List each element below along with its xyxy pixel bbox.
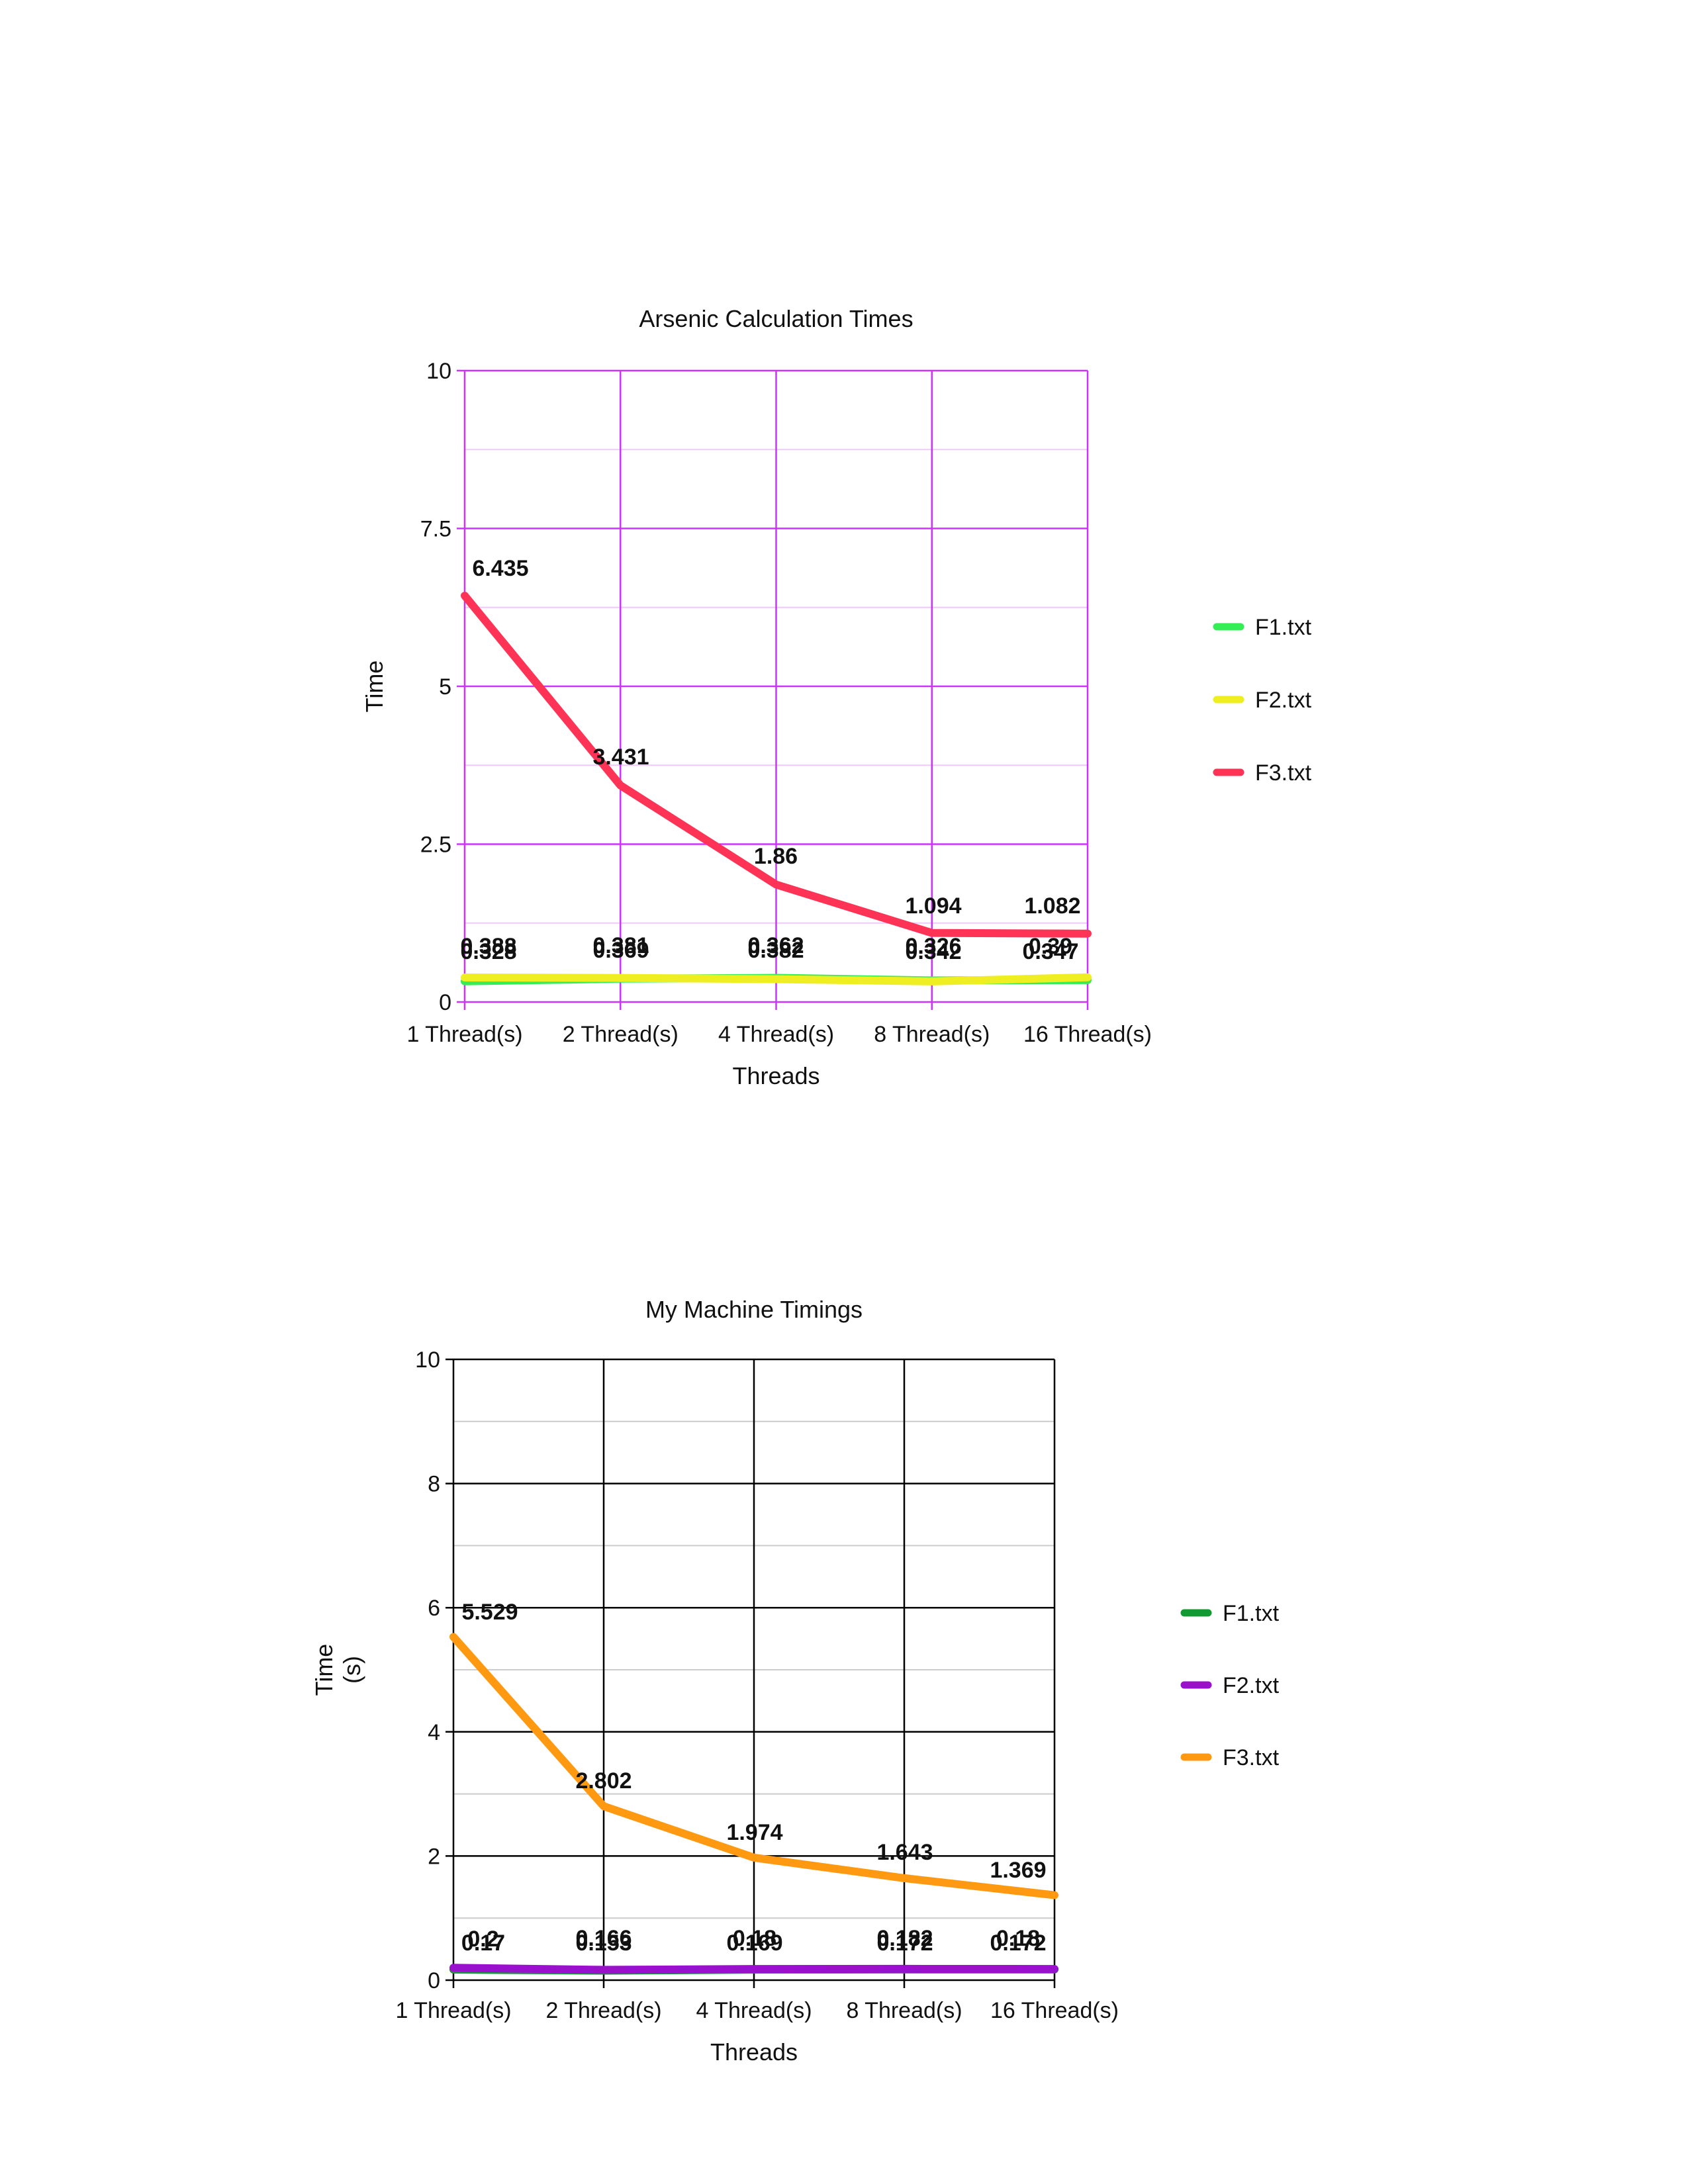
y-tick-label: 10 [426,359,451,384]
data-label: 0.362 [747,933,804,958]
y-tick-label: 0 [428,1968,440,1993]
series-line-F3.txt [449,1633,1058,1899]
x-tick-label: 16 Thread(s) [1023,1022,1152,1047]
data-label: 0.347 [1022,939,1078,964]
data-label: 0.18 [996,1926,1040,1951]
y-tick-label: 10 [415,1347,440,1373]
data-label: 0.326 [905,934,961,959]
y-axis-title: Time [361,660,388,713]
x-tick-label: 1 Thread(s) [395,1998,511,2023]
y-tick-label: 2 [428,1844,440,1869]
x-tick-label: 8 Thread(s) [874,1022,990,1047]
legend-label: F3.txt [1255,760,1312,786]
x-tick-label: 2 Thread(s) [545,1998,661,2023]
data-label: 0.39 [1029,934,1072,959]
data-label: 1.094 [905,893,961,919]
legend-label: F1.txt [1223,1601,1280,1626]
data-label: 0.166 [575,1926,632,1951]
y-tick-label: 8 [428,1472,440,1497]
data-label: 5.529 [461,1600,518,1625]
data-label: 0.382 [747,938,804,963]
x-axis-title: Threads [710,2038,798,2066]
data-label: 0.172 [876,1931,933,1956]
data-label: 0.17 [461,1931,505,1956]
data-label: 0.381 [592,933,649,958]
series-line-F3.txt [461,592,1092,938]
legend-label: F2.txt [1223,1673,1280,1698]
y-tick-label: 2.5 [420,833,451,858]
y-tick-label: 7.5 [420,517,451,542]
data-label: 0.153 [575,1931,632,1956]
data-label: 0.342 [905,939,961,964]
data-label: 2.802 [575,1768,632,1794]
data-label: 0.182 [876,1926,933,1951]
y-tick-label: 5 [439,674,451,700]
y-tick-label: 0 [439,990,451,1015]
data-label: 0.369 [592,938,649,963]
x-tick-label: 8 Thread(s) [846,1998,962,2023]
chart-1: Arsenic Calculation Times 0 2.5 5 7.5 10 1 Thr… [361,305,1312,1089]
series-line-F2.txt [449,1964,1058,1974]
data-label: 6.435 [472,556,528,581]
data-label: 1.369 [990,1858,1046,1883]
data-label: 1.082 [1024,893,1080,919]
data-label: 1.643 [876,1840,933,1865]
x-tick-label: 4 Thread(s) [718,1022,834,1047]
data-label: 1.974 [726,1820,782,1845]
x-tick-label: 16 Thread(s) [990,1998,1119,2023]
y-axis-title-line: (s) [338,1656,365,1684]
data-label: 0.328 [460,939,516,964]
legend-label: F1.txt [1255,615,1312,640]
series-line-F2.txt [461,973,1092,985]
y-axis-title-line: Time [310,1644,338,1696]
data-label: 0.18 [733,1926,776,1951]
data-label: 1.86 [754,844,798,869]
x-tick-label: 4 Thread(s) [696,1998,812,2023]
legend-label: F3.txt [1223,1745,1280,1770]
x-axis-title: Threads [732,1062,820,1089]
chart-title: My Machine Timings [645,1296,863,1323]
y-axis-title-line: Time [361,660,388,713]
y-axis-title: Time(s) [310,1644,365,1696]
data-label: 0.172 [990,1931,1046,1956]
data-label: 0.2 [467,1927,498,1952]
chart-2: My Machine Timings 0 2 4 6 8 10 1 Thread(s) 2 Th… [310,1296,1280,2066]
chart-title: Arsenic Calculation Times [639,305,913,332]
data-label: 0.169 [726,1931,782,1956]
x-tick-label: 1 Thread(s) [406,1022,522,1047]
x-tick-label: 2 Thread(s) [563,1022,679,1047]
data-label: 3.431 [592,745,649,770]
y-tick-label: 6 [428,1596,440,1621]
data-label: 0.388 [460,934,516,959]
y-tick-label: 4 [428,1720,440,1745]
legend-label: F2.txt [1255,688,1312,713]
